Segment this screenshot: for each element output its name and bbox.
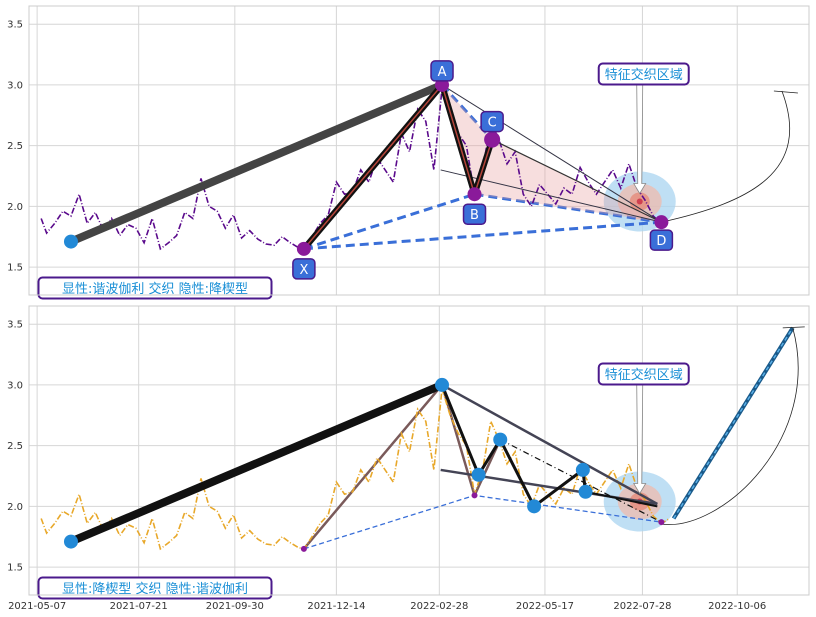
- bcd-triangle: [474, 139, 662, 223]
- hidden-point-d: [658, 519, 665, 526]
- plot-area: [29, 306, 809, 595]
- hidden-point-b: [471, 492, 478, 499]
- y-tick-label: 1.5: [7, 563, 23, 574]
- wedge-point: [493, 432, 508, 447]
- leg-start-peak: [69, 381, 444, 546]
- point-label-box-b: [462, 203, 487, 225]
- pattern-caption: 显性:降楔型 交织 隐性:谐波伽利: [62, 581, 248, 597]
- leg-ab-core: [441, 84, 476, 195]
- xd-dashed-line: [303, 220, 662, 251]
- curve-end-cap: [782, 326, 805, 329]
- start-marker: [63, 534, 78, 549]
- wedge-point: [575, 462, 590, 477]
- x-tick-label: 2022-10-06: [708, 601, 766, 612]
- y-tick-label: 3.0: [7, 380, 23, 391]
- wedge-point: [578, 484, 593, 499]
- x-tick-label: 2022-05-17: [516, 601, 574, 612]
- hidden-point-x: [300, 545, 307, 552]
- bottom-panel: 1.5 2.0 2.5 3.0 3.5 2021-05-07 2021-07-21 2021-…: [7, 305, 810, 612]
- point-label-box-x: [292, 258, 316, 280]
- point-label-c: C: [488, 116, 497, 131]
- leg-bc-core: [473, 139, 493, 195]
- point-label-d: D: [656, 234, 666, 249]
- x-tick-label: 2022-07-28: [613, 601, 671, 612]
- abc-triangle: [442, 84, 493, 195]
- bd-dashed-line: [474, 192, 662, 224]
- curve-connector: [661, 327, 799, 525]
- pattern-caption: 显性:谐波伽利 交织 隐性:降楔型: [62, 281, 248, 297]
- wedge-point: [435, 377, 450, 392]
- pattern-caption-box: [37, 576, 273, 600]
- pattern-caption-box: [37, 276, 273, 300]
- pattern-point-x: [296, 241, 311, 256]
- plot-frame: [28, 305, 810, 596]
- y-tick-label: 2.0: [7, 202, 23, 213]
- point-label-box-c: [480, 110, 504, 133]
- pattern-point-d: [654, 215, 669, 230]
- feature-zone-annotation: 特征交织区域: [605, 67, 683, 83]
- point-label-x: X: [299, 263, 308, 278]
- y-tick-label: 3.0: [7, 80, 23, 91]
- y-tick-label: 2.5: [7, 441, 23, 452]
- xb-dashed-line: [303, 192, 475, 251]
- wedge-upper-trend: [441, 383, 658, 506]
- y-tick-label: 2.0: [7, 502, 23, 513]
- y-tick-label: 1.5: [7, 263, 23, 274]
- point-label-box-d: [649, 229, 674, 251]
- x-tick-label: 2021-05-07: [8, 601, 66, 612]
- point-label-b: B: [470, 208, 479, 223]
- leg-cd: [491, 139, 662, 223]
- pattern-point-b: [467, 187, 482, 202]
- curve-end-cap: [773, 90, 798, 94]
- curve-connector: [661, 90, 791, 223]
- x-tick-label: 2021-07-21: [110, 601, 168, 612]
- annotation-arrow: [633, 83, 647, 195]
- annotation-arrow: [633, 383, 647, 495]
- y-tick-label: 3.5: [7, 320, 23, 331]
- x-tick-label: 2021-12-14: [307, 601, 365, 612]
- feature-zone-annotation-box: [597, 62, 690, 86]
- wedge-point: [527, 499, 542, 514]
- feature-zone-annotation-box: [597, 362, 690, 386]
- leg-xa-core: [303, 84, 443, 250]
- start-marker: [63, 234, 78, 249]
- pattern-point-c: [484, 131, 501, 148]
- wedge-tail: [585, 490, 658, 508]
- leg-start-a: [69, 81, 444, 246]
- plot-area: [29, 6, 809, 295]
- y-tick-label: 3.5: [7, 20, 23, 31]
- projection-line-core: [672, 327, 794, 519]
- x-tick-label: 2021-09-30: [206, 601, 264, 612]
- wedge-upper-line: [441, 84, 662, 223]
- feature-zone-center: [636, 198, 643, 205]
- feature-zone-annotation: 特征交织区域: [605, 367, 683, 383]
- y-tick-label: 2.5: [7, 141, 23, 152]
- wedge-dashdot-line: [499, 439, 662, 523]
- point-label-a: A: [438, 65, 447, 80]
- plot-frame: [28, 5, 810, 296]
- x-tick-label: 2022-02-28: [410, 601, 468, 612]
- wedge-point: [471, 467, 486, 482]
- point-label-box-a: [430, 60, 454, 82]
